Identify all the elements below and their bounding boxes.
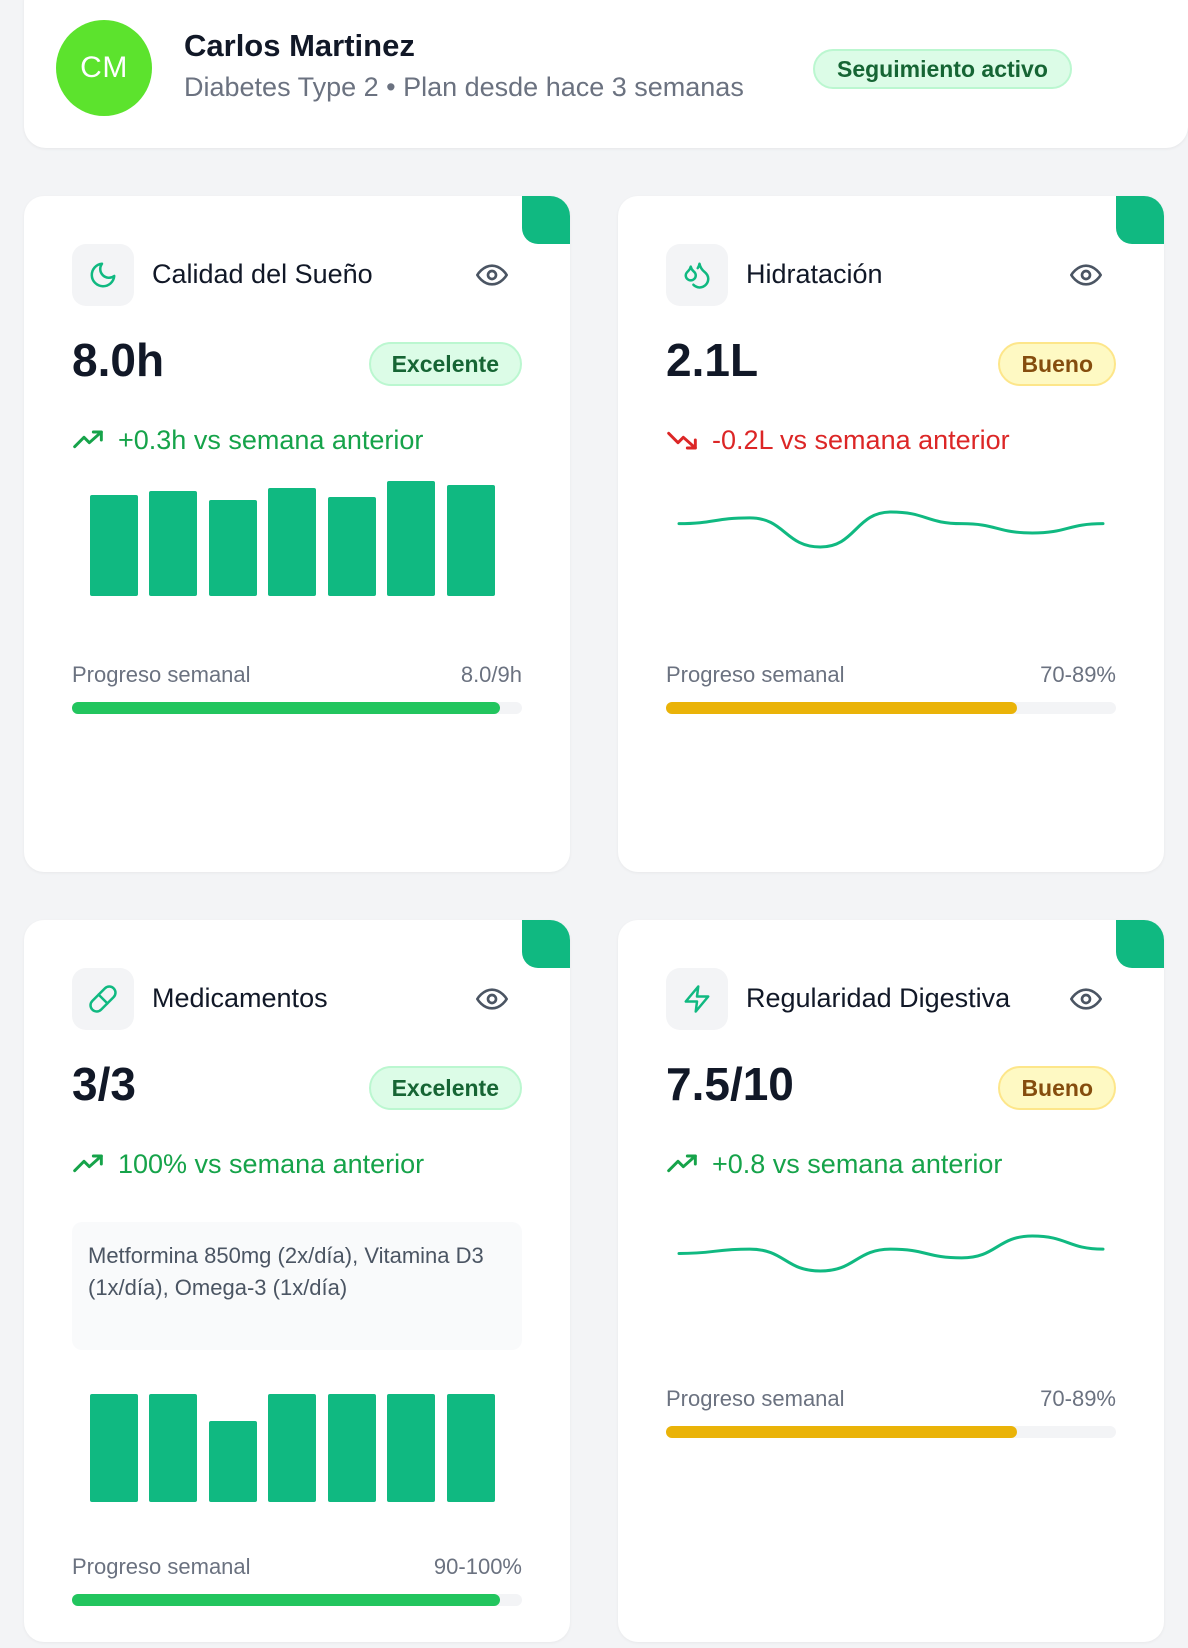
progress-fill — [72, 702, 500, 714]
progress-fill — [666, 702, 1017, 714]
progress-bar — [72, 1594, 522, 1606]
progress-fill — [72, 1594, 500, 1606]
chart-bar — [268, 1394, 317, 1502]
progress-label: Progreso semanal — [666, 1386, 845, 1411]
progress-fill — [666, 1426, 1017, 1438]
card-title: Hidratación — [746, 259, 883, 289]
patient-name: Carlos Martinez — [184, 28, 415, 63]
view-details-button[interactable] — [474, 257, 510, 293]
chart-bar — [149, 1394, 198, 1502]
eye-icon — [1070, 264, 1102, 286]
progress-value: 70-89% — [1040, 1386, 1116, 1411]
droplets-icon — [684, 262, 710, 289]
trend-line: 100% vs semana anterior — [72, 1148, 424, 1180]
chart-bar — [446, 485, 495, 596]
card-icon-box — [72, 968, 134, 1030]
trending-up-icon — [73, 1154, 103, 1173]
progress-bar — [666, 702, 1116, 714]
progress-value: 90-100% — [433, 1554, 522, 1579]
progress-value: 8.0/9h — [460, 662, 522, 687]
progress-label: Progreso semanal — [72, 1554, 251, 1579]
metric-value: 8.0h — [72, 334, 165, 386]
trend-line: +0.8 vs semana anterior — [666, 1148, 1002, 1180]
line-chart — [677, 1234, 1105, 1273]
status-badge: Seguimiento activo — [813, 49, 1072, 89]
bar-chart — [88, 476, 504, 596]
chart-series-line — [677, 1234, 1105, 1273]
status-badge: Excelente — [368, 342, 522, 386]
chart-bar — [149, 491, 198, 596]
eye-icon — [476, 988, 508, 1010]
metric-card-medications[interactable]: Medicamentos 3/3 Excelente 100% vs seman… — [24, 920, 570, 1642]
progress-bar — [666, 1426, 1116, 1438]
card-icon-box — [666, 968, 728, 1030]
zap-icon — [684, 985, 710, 1013]
bar-chart — [88, 1394, 504, 1502]
card-icon-box — [72, 244, 134, 306]
progress-label: Progreso semanal — [72, 662, 251, 687]
patient-header: CM Carlos Martinez Diabetes Type 2 • Pla… — [24, 0, 1188, 148]
progress-label: Progreso semanal — [666, 662, 845, 687]
trend-line: -0.2L vs semana anterior — [666, 424, 1010, 456]
trend-text: 100% vs semana anterior — [118, 1148, 425, 1179]
chart-bar — [208, 500, 257, 596]
card-corner-accent — [1116, 196, 1164, 244]
chart-series-line — [677, 510, 1105, 549]
trend-text: +0.8 vs semana anterior — [712, 1148, 1003, 1179]
moon-icon — [90, 262, 116, 288]
card-corner-accent — [522, 920, 570, 968]
card-title: Regularidad Digestiva — [746, 983, 1011, 1013]
eye-icon — [476, 264, 508, 286]
view-details-button[interactable] — [1068, 981, 1104, 1017]
card-corner-accent — [1116, 920, 1164, 968]
medications-list: Metformina 850mg (2x/día), Vitamina D3 (… — [72, 1222, 522, 1350]
metric-value: 7.5/10 — [666, 1058, 794, 1110]
status-badge: Excelente — [368, 1066, 522, 1110]
progress-bar — [72, 702, 522, 714]
metric-value: 2.1L — [666, 334, 759, 386]
status-badge: Bueno — [998, 1066, 1116, 1110]
metric-value: 3/3 — [72, 1058, 136, 1110]
line-chart — [677, 510, 1105, 549]
trend-line: +0.3h vs semana anterior — [72, 424, 423, 456]
chart-bar — [387, 481, 436, 596]
chart-bar — [90, 1394, 138, 1502]
chart-bar — [90, 495, 138, 596]
metric-card-sleep[interactable]: Calidad del Sueño 8.0h Excelente +0.3h v… — [24, 196, 570, 872]
status-badge: Bueno — [998, 342, 1116, 386]
eye-icon — [1070, 988, 1102, 1010]
card-title: Medicamentos — [152, 983, 328, 1013]
view-details-button[interactable] — [474, 981, 510, 1017]
avatar: CM — [56, 20, 152, 116]
card-icon-box — [666, 244, 728, 306]
card-corner-accent — [522, 196, 570, 244]
chart-bar — [446, 1394, 495, 1502]
pill-icon — [89, 985, 117, 1013]
progress-value: 70-89% — [1040, 662, 1116, 687]
view-details-button[interactable] — [1068, 257, 1104, 293]
chart-bar — [327, 497, 376, 596]
card-title: Calidad del Sueño — [152, 259, 373, 289]
metric-card-digestive[interactable]: Regularidad Digestiva 7.5/10 Bueno +0.8 … — [618, 920, 1164, 1642]
trending-up-icon — [73, 430, 103, 449]
chart-bar — [208, 1421, 257, 1502]
chart-bar — [327, 1394, 376, 1502]
trending-down-icon — [667, 431, 697, 450]
patient-subtitle: Diabetes Type 2 • Plan desde hace 3 sema… — [184, 72, 744, 102]
chart-bar — [268, 488, 317, 596]
metric-card-hydration[interactable]: Hidratación 2.1L Bueno -0.2L vs semana a… — [618, 196, 1164, 872]
trend-text: +0.3h vs semana anterior — [118, 424, 424, 455]
chart-bar — [387, 1394, 436, 1502]
trending-up-icon — [667, 1154, 697, 1173]
trend-text: -0.2L vs semana anterior — [712, 424, 1010, 455]
